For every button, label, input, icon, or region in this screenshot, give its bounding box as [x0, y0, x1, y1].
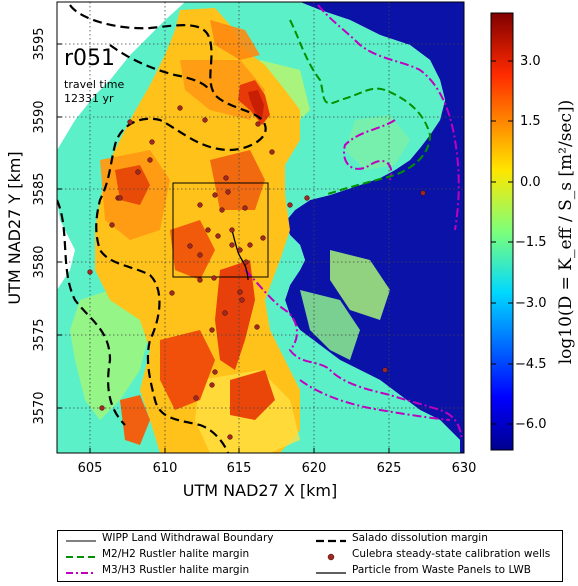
colorbar-tick-label: 1.5	[520, 114, 541, 129]
y-tick-label: 3570	[32, 391, 47, 424]
calibration-wells	[87, 105, 426, 440]
legend-swatch-wells	[327, 553, 335, 561]
x-axis-label: UTM NAD27 X [km]	[183, 481, 337, 500]
calibration-well-marker	[242, 205, 248, 211]
x-tick-label: 615	[227, 461, 252, 476]
calibration-well-marker	[215, 233, 221, 239]
y-tick-label: 3580	[32, 245, 47, 278]
map-plot-area	[57, 2, 464, 453]
calibration-well-marker	[239, 297, 245, 303]
calibration-well-marker	[229, 242, 235, 248]
colorbar-tick-label: −6.0	[515, 417, 547, 432]
calibration-well-marker	[147, 157, 153, 163]
x-tick-label: 610	[153, 461, 178, 476]
axis-ticks	[57, 43, 465, 453]
calibration-well-marker	[223, 175, 229, 181]
y-axis-label: UTM NAD27 Y [km]	[5, 151, 24, 304]
wipp-land-withdrawal-boundary	[172, 182, 269, 278]
legend-swatch-particle	[316, 572, 346, 574]
legend-label-particle: Particle from Waste Panels to LWB	[352, 564, 531, 576]
colorbar-tick-label: −4.5	[515, 357, 547, 372]
calibration-well-marker	[287, 202, 293, 208]
calibration-well-marker	[227, 434, 233, 440]
calibration-well-marker	[225, 189, 231, 195]
y-tick-label: 3595	[32, 27, 47, 60]
x-tick-label: 620	[302, 461, 327, 476]
calibration-well-marker	[304, 195, 310, 201]
calibration-well-marker	[420, 190, 426, 196]
calibration-well-marker	[222, 310, 228, 316]
calibration-well-marker	[237, 247, 243, 253]
calibration-well-marker	[254, 324, 260, 330]
calibration-well-marker	[211, 275, 217, 281]
legend-swatch-wipp	[66, 540, 96, 542]
calibration-well-marker	[197, 252, 203, 258]
calibration-well-marker	[209, 327, 215, 333]
colorbar-tick-label: −3.0	[515, 296, 547, 311]
calibration-well-marker	[205, 227, 211, 233]
colorbar-tick-label: 0.0	[520, 175, 541, 190]
calibration-well-marker	[187, 243, 193, 249]
calibration-well-marker	[219, 207, 225, 213]
legend-swatch-m2h2	[66, 556, 96, 558]
calibration-well-marker	[177, 105, 183, 111]
x-tick-label: 605	[78, 461, 103, 476]
calibration-well-marker	[209, 382, 215, 388]
legend: WIPP Land Withdrawal Boundary Salado dis…	[57, 530, 563, 582]
legend-swatch-salado	[316, 539, 346, 543]
colorbar-tick-label: −1.5	[515, 235, 547, 250]
calibration-well-marker	[109, 222, 115, 228]
colorbar-label: log10(D = K_eff / S_s [m²/sec])	[556, 100, 576, 365]
calibration-well-marker	[87, 269, 93, 275]
calibration-well-marker	[135, 169, 141, 175]
calibration-well-marker	[212, 369, 218, 375]
colorbar-tick-label: 3.0	[520, 54, 541, 69]
legend-label-m2h2: M2/H2 Rustler halite margin	[102, 548, 250, 560]
colorbar-ticks	[491, 60, 513, 425]
calibration-well-marker	[243, 259, 249, 265]
legend-label-wipp: WIPP Land Withdrawal Boundary	[102, 532, 274, 544]
calibration-well-marker	[382, 367, 388, 373]
travel-time-label: travel time	[64, 78, 124, 91]
run-id-label: r051	[64, 46, 115, 71]
calibration-well-marker	[169, 290, 175, 296]
calibration-well-marker	[269, 149, 275, 155]
travel-time-value: 12331 yr	[64, 92, 114, 105]
calibration-well-marker	[255, 121, 261, 127]
y-tick-label: 3575	[32, 318, 47, 351]
calibration-well-marker	[202, 117, 208, 123]
legend-label-m3h3: M3/H3 Rustler halite margin	[102, 564, 250, 576]
grid-lines	[57, 2, 464, 453]
calibration-well-marker	[247, 242, 253, 248]
m2h2-rustler-halite-margin	[289, 19, 432, 196]
y-tick-label: 3590	[32, 100, 47, 133]
colorbar	[490, 12, 514, 451]
plot-frame	[56, 1, 465, 454]
calibration-well-marker	[193, 395, 199, 401]
legend-swatch-m3h3	[66, 572, 96, 574]
x-tick-label: 630	[452, 461, 477, 476]
calibration-well-marker	[117, 195, 123, 201]
calibration-well-marker	[260, 235, 266, 241]
legend-label-wells: Culebra steady-state calibration wells	[352, 548, 551, 560]
calibration-well-marker	[229, 227, 235, 233]
calibration-well-marker	[127, 119, 133, 125]
calibration-well-marker	[212, 192, 218, 198]
calibration-well-marker	[197, 277, 203, 283]
m3h3-rustler-halite-margin	[317, 4, 460, 231]
legend-label-salado: Salado dissolution margin	[352, 532, 488, 544]
salado-dissolution-margin	[69, 4, 267, 453]
calibration-well-marker	[99, 405, 105, 411]
calibration-well-marker	[149, 139, 155, 145]
calibration-well-marker	[237, 289, 243, 295]
particle-path	[231, 229, 249, 281]
y-tick-label: 3585	[32, 172, 47, 205]
x-tick-label: 625	[377, 461, 402, 476]
calibration-well-marker	[197, 202, 203, 208]
